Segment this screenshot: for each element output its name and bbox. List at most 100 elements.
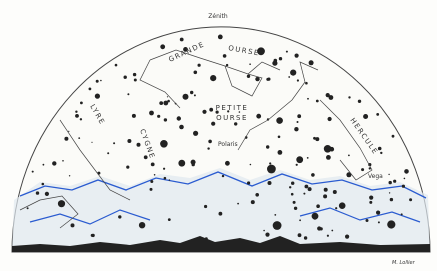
star <box>190 91 193 94</box>
star <box>150 180 153 183</box>
star <box>317 226 321 230</box>
star <box>345 235 349 239</box>
star <box>151 163 155 167</box>
zenith-label: Zénith <box>208 13 228 20</box>
star <box>218 35 223 40</box>
star <box>305 185 309 189</box>
star <box>278 150 283 155</box>
star <box>222 175 224 177</box>
star <box>150 188 153 191</box>
star <box>154 174 156 176</box>
star <box>247 75 250 78</box>
star <box>198 64 201 67</box>
star <box>296 156 303 163</box>
star <box>378 221 380 223</box>
star <box>269 162 271 164</box>
star <box>204 205 207 208</box>
star <box>134 79 137 82</box>
star <box>390 198 393 201</box>
star <box>80 118 82 120</box>
star <box>303 193 305 195</box>
star <box>389 192 390 193</box>
star <box>191 160 196 165</box>
star <box>348 155 350 157</box>
star <box>207 147 209 149</box>
star <box>178 160 185 167</box>
star <box>183 94 189 100</box>
star <box>223 54 227 58</box>
star <box>124 76 127 79</box>
star <box>210 75 216 81</box>
star <box>326 93 330 97</box>
star <box>305 82 308 85</box>
star <box>211 122 215 126</box>
star <box>157 115 160 118</box>
star <box>139 222 145 228</box>
star <box>358 100 361 103</box>
star <box>313 215 317 219</box>
star <box>387 220 395 228</box>
star <box>297 79 299 81</box>
star <box>278 136 281 139</box>
star <box>308 187 312 191</box>
star <box>100 80 102 82</box>
star <box>42 183 45 186</box>
star-label: Polaris <box>218 141 238 148</box>
star <box>328 117 332 121</box>
star <box>193 131 198 136</box>
star <box>297 121 299 123</box>
star <box>75 111 77 113</box>
star <box>309 60 314 65</box>
star <box>293 201 296 204</box>
star <box>294 207 297 210</box>
star <box>27 207 29 209</box>
star <box>288 76 290 78</box>
star <box>68 131 69 132</box>
star <box>179 125 184 130</box>
star <box>339 202 346 209</box>
star <box>324 188 328 192</box>
star <box>263 230 265 232</box>
star <box>401 213 403 215</box>
star <box>274 214 276 216</box>
star <box>89 88 92 91</box>
star <box>331 230 333 232</box>
star <box>144 155 148 159</box>
star <box>316 204 320 208</box>
star <box>389 181 392 184</box>
star <box>304 236 307 239</box>
star <box>315 137 319 141</box>
star <box>251 200 255 204</box>
star <box>78 137 80 139</box>
star <box>126 166 129 169</box>
star <box>247 181 250 184</box>
star <box>296 164 298 166</box>
star <box>250 164 252 166</box>
star <box>194 71 198 75</box>
star <box>64 137 68 141</box>
star <box>267 78 270 81</box>
star <box>127 93 129 95</box>
star <box>237 203 239 205</box>
star <box>361 168 364 171</box>
star <box>273 221 282 230</box>
star <box>225 161 230 166</box>
signature: M. Lollier <box>392 260 416 266</box>
star <box>295 54 299 58</box>
star <box>298 233 302 237</box>
star <box>255 193 259 197</box>
star <box>91 142 92 143</box>
star <box>316 100 319 103</box>
star <box>71 223 75 227</box>
star <box>376 113 379 116</box>
star <box>132 114 136 118</box>
star <box>226 64 228 66</box>
star <box>299 219 301 221</box>
star <box>380 152 382 154</box>
star <box>180 38 184 42</box>
star <box>266 145 269 148</box>
star <box>402 185 405 188</box>
star <box>289 186 291 188</box>
star <box>160 44 165 49</box>
star <box>167 96 168 97</box>
